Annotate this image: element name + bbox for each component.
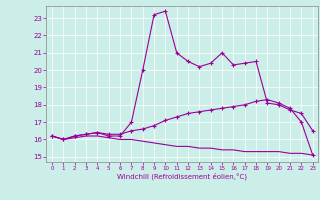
X-axis label: Windchill (Refroidissement éolien,°C): Windchill (Refroidissement éolien,°C) xyxy=(117,173,247,180)
